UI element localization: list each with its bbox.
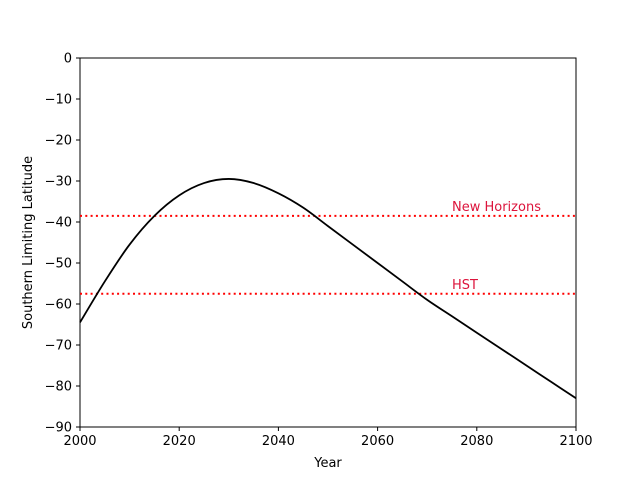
x-tick-label: 2100	[559, 434, 592, 449]
x-tick-label: 2080	[460, 434, 493, 449]
plot-frame	[79, 57, 577, 428]
y-tick-label: −40	[45, 216, 72, 231]
y-tick-label: −70	[45, 339, 72, 354]
x-axis-label: Year	[313, 456, 342, 471]
y-tick-label: −80	[45, 380, 72, 395]
reference-lines: New Horizons HST	[80, 200, 576, 295]
y-ticks: 0 −10 −20 −30 −40 −50 −60 −70 −80 −90	[45, 52, 80, 436]
y-tick-label: −50	[45, 257, 72, 272]
reference-line-label: HST	[452, 278, 478, 293]
x-tick-label: 2060	[361, 434, 394, 449]
y-tick-label: −30	[45, 175, 72, 190]
x-tick-label: 2000	[63, 434, 96, 449]
y-tick-label: −60	[45, 298, 72, 313]
data-series	[79, 178, 577, 400]
y-tick-label: −20	[45, 134, 72, 149]
reference-line-label: New Horizons	[452, 200, 541, 215]
y-tick-label: −90	[45, 421, 72, 436]
y-tick-label: −10	[45, 93, 72, 108]
y-tick-label: 0	[64, 52, 72, 67]
x-ticks: 2000 2020 2040 2060 2080 2100	[63, 427, 593, 449]
y-axis-label: Southern Limiting Latitude	[21, 156, 36, 329]
x-tick-label: 2040	[262, 434, 295, 449]
series-line	[79, 178, 577, 400]
axes	[79, 57, 577, 428]
x-tick-label: 2020	[163, 434, 196, 449]
